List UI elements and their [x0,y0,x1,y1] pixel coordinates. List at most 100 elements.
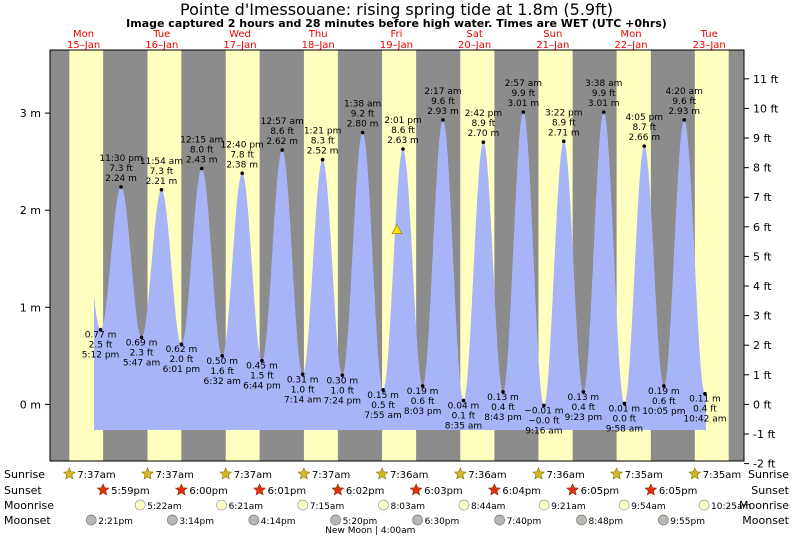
high-tide-label: 11:30 pm [99,154,142,164]
moonrise-time: 5:22am [147,502,182,512]
right-axis-label: 5 ft [753,250,772,263]
high-tide-label: 2.24 m [105,174,137,184]
high-tide-point [642,144,647,148]
sunset-star-icon [253,483,267,496]
moonset-row-label: Moonset [4,514,51,527]
low-tide-label: 0.4 ft [572,403,596,413]
moonrise-icon [216,499,227,511]
moonset-time: 8:48pm [588,517,623,527]
low-tide-label: 10:42 am [683,415,726,425]
high-tide-label: 12:15 am [180,135,223,145]
high-tide-label: 8.0 ft [190,145,214,155]
high-tide-label: 4:20 am [666,87,703,97]
day-date: 15–Jan [67,40,100,51]
low-tide-point [420,384,425,388]
sunset-star-icon [644,483,658,496]
low-tide-point [340,373,345,378]
high-tide-label: 2.66 m [628,133,660,143]
sunrise-time: 7:37am [77,470,115,481]
moonrise-time: 7:15am [310,502,345,512]
high-tide-label: 12:40 pm [221,140,264,150]
day-name: Thu [308,29,328,40]
sunrise-star-icon [62,467,76,480]
moonset-time: 4:14pm [261,517,296,527]
high-tide-label: 9.9 ft [592,89,616,99]
moonrise-icon [458,499,470,511]
day-date: 19–Jan [380,40,413,51]
moonrise-icon [698,499,710,511]
right-axis-label: 7 ft [753,191,772,204]
low-tide-label: 10:05 pm [642,407,685,417]
low-tide-point [622,401,627,406]
sunset-time: 5:59pm [111,486,150,497]
sunrise-star-icon [453,467,467,480]
low-tide-point [381,388,385,392]
low-tide-label: −0.0 ft [528,416,560,426]
high-tide-label: 2.93 m [668,107,700,117]
high-tide-label: 2.52 m [307,147,339,157]
high-tide-label: 7.3 ft [150,167,174,177]
low-tide-point [501,389,505,394]
low-tide-point [220,354,224,358]
moonrise-row-label: Moonrise [739,499,789,512]
day-date: 16–Jan [145,40,178,51]
day-name: Sun [543,29,562,40]
sunrise-time: 7:36am [546,470,584,481]
high-tide-point [119,185,123,189]
high-tide-label: 8.9 ft [552,118,576,128]
low-tide-label: 0.11 m [689,395,721,405]
low-tide-label: 0.13 m [568,393,600,403]
sunset-star-icon [566,483,580,496]
day-name: Wed [229,29,251,40]
right-axis-label: 1 ft [753,369,772,382]
high-tide-label: 8.3 ft [311,137,335,147]
low-tide-label: 6:44 pm [243,382,281,392]
high-tide-label: 8.6 ft [270,127,294,137]
low-tide-label: 0.19 m [407,387,439,397]
right-axis-label: 0 ft [753,398,772,411]
low-tide-label: 0.1 ft [452,412,476,422]
high-tide-label: 2.43 m [186,155,218,165]
high-tide-point [280,148,284,152]
sunset-time: 6:04pm [502,486,541,497]
chart-subtitle: Image captured 2 hours and 28 minutes be… [126,17,667,30]
moonrise-icon [378,499,389,511]
low-tide-label: 7:55 am [364,411,401,421]
low-tide-label: 0.4 ft [693,405,717,415]
day-name: Sat [466,29,482,40]
moonset-row-label: Moonset [742,514,789,527]
low-tide-label: 7:24 pm [324,396,362,406]
high-tide-label: 2.70 m [468,129,500,139]
moonset-time: 9:55pm [670,517,705,527]
sunrise-time: 7:37am [156,470,194,481]
low-tide-label: 1.0 ft [291,385,315,395]
moonrise-time: 9:54am [631,502,666,512]
sunrise-star-icon [610,467,624,480]
sunset-star-icon [409,483,423,496]
moonrise-time: 6:21am [229,502,264,512]
right-axis-label: 2 ft [753,339,772,352]
low-tide-label: 6:32 am [204,377,241,387]
moonrise-icon [297,499,309,511]
high-tide-label: 2:17 am [424,87,461,97]
low-tide-point [98,327,103,332]
right-axis-label: 10 ft [753,102,779,115]
left-axis-label: 1 m [20,301,41,314]
low-tide-point [542,403,546,408]
low-tide-label: 0.31 m [287,375,319,385]
low-tide-label: 0.69 m [126,338,158,348]
low-tide-label: 0.19 m [648,387,680,397]
day-date: 18–Jan [302,40,335,51]
moonset-icon [330,514,341,526]
day-name: Tue [152,29,170,40]
high-tide-label: 2.38 m [226,160,258,170]
day-date: 17–Jan [223,40,256,51]
left-axis-label: 3 m [20,107,41,120]
low-tide-label: 0.13 m [487,393,519,403]
sunrise-star-icon [532,467,545,480]
sunset-star-icon [331,483,345,496]
moonset-time: 3:14pm [179,517,214,527]
high-tide-label: 8.6 ft [391,126,415,136]
moonrise-icon [538,499,550,511]
